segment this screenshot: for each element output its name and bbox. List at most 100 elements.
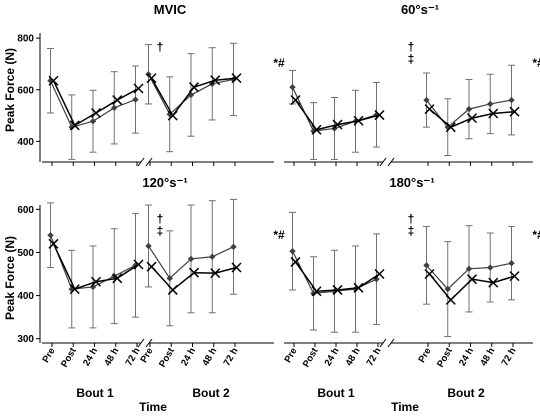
diamond-point: [487, 264, 494, 271]
significance-marker: *#: [273, 56, 285, 70]
x-point: [488, 108, 499, 119]
y-tick-label: 600: [17, 205, 34, 216]
x-point: [231, 262, 242, 273]
x-point-stroke: [353, 282, 364, 293]
x-point: [488, 277, 499, 288]
x-point-stroke: [466, 113, 478, 124]
x-point-stroke: [231, 73, 242, 84]
x-point: [112, 273, 123, 284]
x-point-stroke: [488, 108, 499, 119]
x-point: [332, 119, 343, 130]
x-tick-label: Post: [157, 345, 177, 369]
x-tick-label: 24 h: [179, 346, 198, 368]
x-point-stroke: [374, 268, 385, 280]
bout-label: Bout 2: [447, 386, 485, 400]
x-point-stroke: [90, 276, 102, 287]
significance-marker: †: [157, 40, 164, 54]
x-point-stroke: [509, 271, 520, 282]
x-axis-title-right: Time: [391, 400, 419, 414]
panel-title: MVIC: [154, 2, 187, 17]
y-axis-label-bottom: Peak Force (N): [3, 236, 17, 320]
x-point: [311, 124, 322, 135]
y-tick-label: 600: [17, 85, 34, 96]
x-point: [424, 104, 435, 115]
axis-break: [137, 157, 145, 167]
x-point: [374, 110, 385, 121]
x-point-stroke: [210, 75, 221, 86]
x-point: [188, 267, 200, 278]
diamond-point: [444, 285, 451, 293]
axis-break: [387, 338, 395, 348]
diamond-point: [187, 91, 195, 99]
x-point-stroke: [69, 120, 80, 131]
diamond-point: [166, 111, 173, 118]
x-tick-label: Pre: [40, 346, 57, 365]
y-tick-label: 400: [17, 291, 34, 302]
x-point: [466, 274, 478, 285]
diamond-point: [465, 265, 473, 273]
significance-marker: *#: [273, 228, 285, 242]
x-point: [353, 115, 364, 126]
x-tick-label: 48 h: [344, 346, 363, 368]
x-point: [167, 284, 178, 295]
x-point: [69, 120, 80, 131]
diamond-point: [465, 105, 473, 113]
x-tick-label: 24 h: [81, 346, 100, 368]
diamond-point: [47, 231, 54, 239]
x-point: [353, 282, 364, 293]
x-tick-label: 72 h: [365, 346, 384, 368]
x-point-stroke: [133, 83, 144, 94]
x-point-stroke: [509, 106, 520, 117]
diamond-point: [310, 127, 317, 135]
x-point: [69, 284, 80, 295]
x-point-stroke: [332, 119, 343, 130]
x-point-stroke: [188, 267, 200, 278]
x-tick-label: Pre: [416, 346, 433, 365]
bout-label: Bout 1: [317, 386, 355, 400]
x-point-stroke: [332, 284, 343, 295]
x-point-stroke: [90, 107, 102, 119]
x-point-stroke: [488, 277, 499, 288]
x-tick-label: Pre: [282, 346, 299, 365]
x-point: [90, 276, 102, 287]
x-point-stroke: [210, 268, 221, 279]
x-point: [290, 95, 301, 106]
x-point-stroke: [353, 115, 364, 126]
x-point-stroke: [424, 268, 435, 280]
x-point: [133, 83, 144, 94]
x-point: [210, 268, 221, 279]
x-point: [332, 284, 343, 295]
x-point-stroke: [231, 262, 242, 273]
series-line: [294, 261, 380, 293]
x-point: [509, 106, 520, 117]
x-tick-label: 72 h: [500, 346, 519, 368]
diamond-point: [209, 253, 216, 260]
x-point-stroke: [188, 82, 200, 93]
axis-break: [387, 157, 395, 167]
diamond-point: [187, 255, 195, 263]
x-point: [445, 122, 456, 133]
diamond-point: [68, 123, 75, 131]
x-tick-label: 48 h: [102, 346, 121, 368]
axis-break: [379, 338, 387, 348]
y-axis-label-top: Peak Force (N): [3, 48, 17, 132]
bout-label: Bout 1: [76, 386, 114, 400]
significance-marker: *#: [532, 228, 540, 242]
x-point-stroke: [69, 284, 80, 295]
x-point: [445, 294, 456, 305]
axis-break: [145, 157, 153, 167]
x-point: [231, 73, 242, 84]
x-point-stroke: [445, 294, 456, 305]
x-tick-label: Post: [59, 345, 79, 369]
x-point: [167, 110, 178, 121]
x-point: [311, 286, 322, 297]
x-tick-label: 48 h: [478, 346, 497, 368]
x-point: [48, 75, 59, 86]
x-point: [188, 82, 200, 93]
x-point: [133, 259, 144, 270]
x-point: [146, 73, 157, 84]
x-tick-label: 24 h: [457, 346, 476, 368]
panel-title: 120°s⁻¹: [142, 175, 187, 190]
